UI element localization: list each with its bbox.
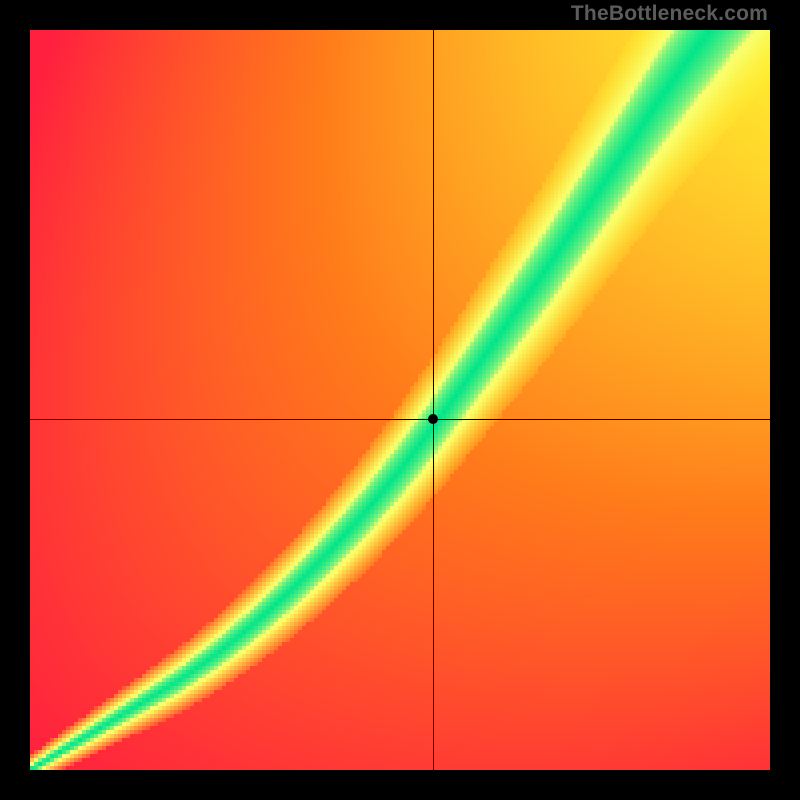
crosshair-horizontal [30, 419, 770, 420]
chart-container: { "watermark": { "text": "TheBottleneck.… [0, 0, 800, 800]
heatmap-canvas [30, 30, 770, 770]
watermark-text: TheBottleneck.com [571, 2, 768, 26]
crosshair-vertical [433, 30, 434, 770]
crosshair-dot [428, 414, 438, 424]
